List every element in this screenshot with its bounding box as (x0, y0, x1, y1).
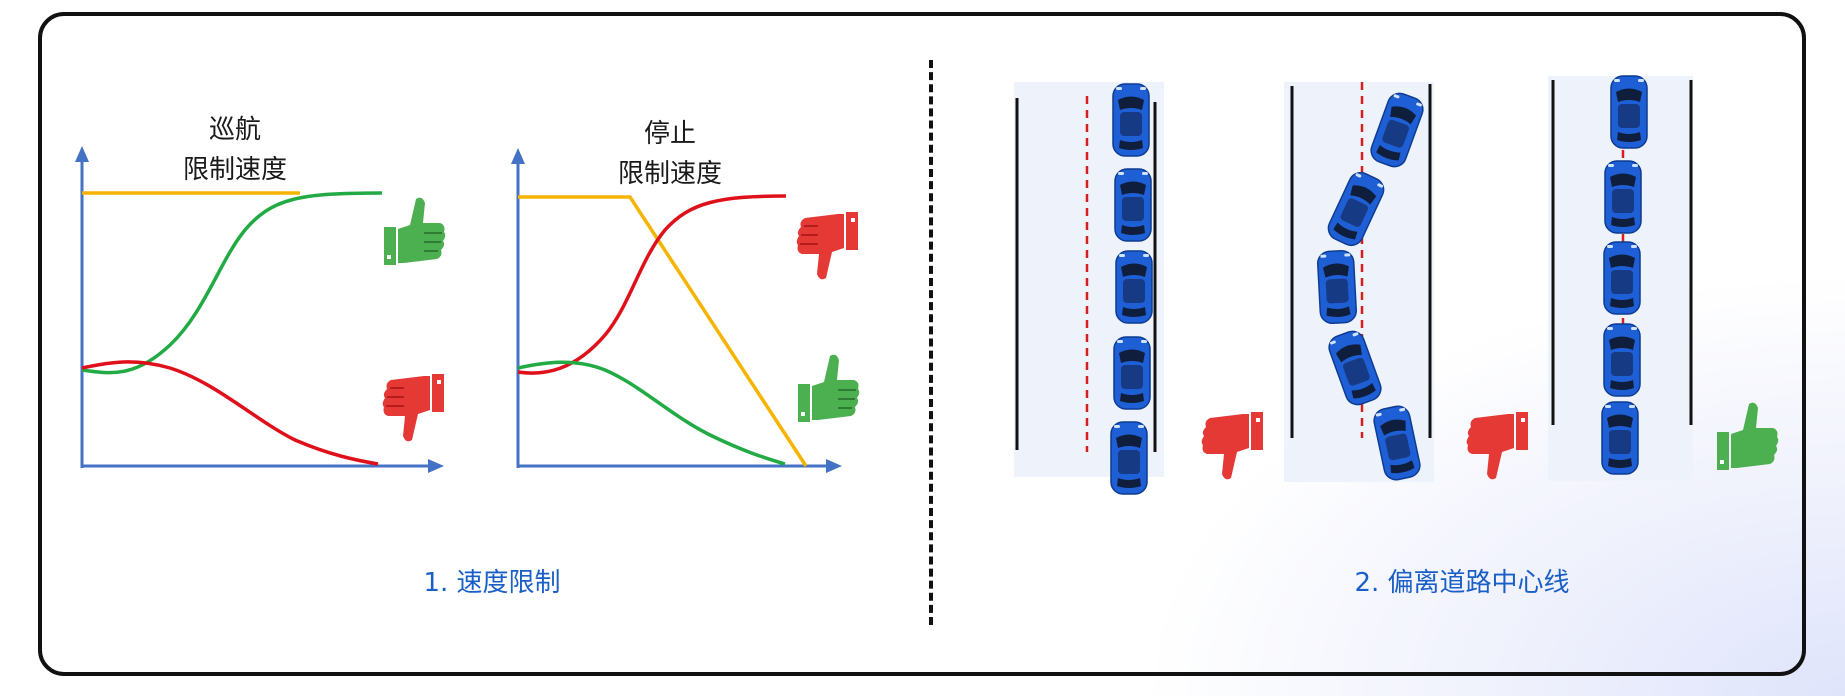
thumbs-up-icon (1717, 402, 1779, 470)
thumbs-up-icon (384, 197, 446, 265)
chart1-label-line2: 限制速度 (182, 155, 287, 185)
thumbs-up-icon (798, 354, 860, 422)
car-icon (1610, 75, 1648, 149)
car-icon (1604, 160, 1642, 234)
chart1-cruise (75, 146, 444, 473)
chart1-axes (75, 146, 444, 473)
chart1-green-curve (81, 191, 383, 375)
chart2-green-curve (517, 360, 786, 466)
slide-frame (38, 12, 1806, 676)
car-icon (1110, 421, 1148, 495)
chart2-limit-line (518, 195, 808, 467)
car-icon (1601, 401, 1639, 475)
car-icon (1316, 249, 1358, 325)
lane-left-bias (1014, 82, 1164, 495)
chart2-axes (511, 148, 842, 473)
chart1-label: 巡航 限制速度 (125, 110, 345, 190)
chart1-label-line1: 巡航 (208, 115, 261, 145)
section1-caption: 1. 速度限制 (423, 568, 561, 598)
chart1-red-curve (81, 360, 379, 466)
lane-centered (1548, 75, 1693, 481)
section-divider (929, 60, 933, 625)
chart2-label-line2: 限制速度 (617, 159, 722, 189)
chart2-label: 停止 限制速度 (560, 114, 780, 194)
car-icon (1603, 241, 1641, 315)
chart2-red-curve (517, 194, 787, 375)
thumbs-down-icon (382, 374, 444, 442)
thumbs-down-icon (796, 212, 858, 280)
car-icon (1114, 168, 1152, 242)
car-icon (1115, 250, 1153, 324)
thumbs-down-icon (1201, 412, 1263, 480)
chart2-label-line1: 停止 (643, 119, 696, 149)
chart2-stop (511, 148, 842, 473)
car-icon (1113, 336, 1151, 410)
lane-weaving (1284, 82, 1434, 483)
car-icon (1603, 323, 1641, 397)
car-icon (1112, 83, 1150, 157)
section2-caption: 2. 偏离道路中心线 (1354, 568, 1570, 598)
thumbs-down-icon (1466, 412, 1528, 480)
